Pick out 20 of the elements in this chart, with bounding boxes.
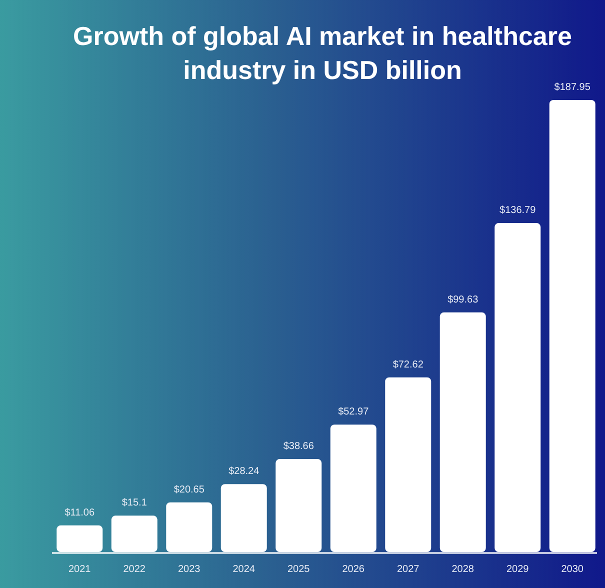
x-tick-label: 2029: [506, 564, 530, 575]
data-label: $72.62: [392, 359, 424, 370]
data-label: $15.1: [122, 498, 148, 509]
x-tick-label: 2021: [68, 564, 92, 575]
data-label: $38.66: [283, 441, 314, 452]
x-tick-label: 2030: [561, 564, 584, 575]
x-tick-label: 2027: [396, 564, 420, 575]
data-label: $11.06: [64, 507, 95, 518]
x-tick-label: 2024: [232, 564, 256, 575]
x-tick-label: 2028: [452, 564, 474, 575]
data-label: $20.65: [174, 484, 205, 496]
data-label: $28.24: [228, 466, 260, 478]
x-tick-label: 2022: [123, 564, 146, 575]
x-tick-label: 2025: [288, 564, 310, 575]
data-label: $52.97: [338, 406, 370, 418]
data-label: $99.63: [448, 294, 479, 306]
data-label: $187.95: [554, 82, 591, 93]
x-tick-label: 2023: [178, 564, 201, 575]
data-label: $136.79: [500, 205, 536, 216]
x-tick-label: 2026: [342, 564, 365, 575]
